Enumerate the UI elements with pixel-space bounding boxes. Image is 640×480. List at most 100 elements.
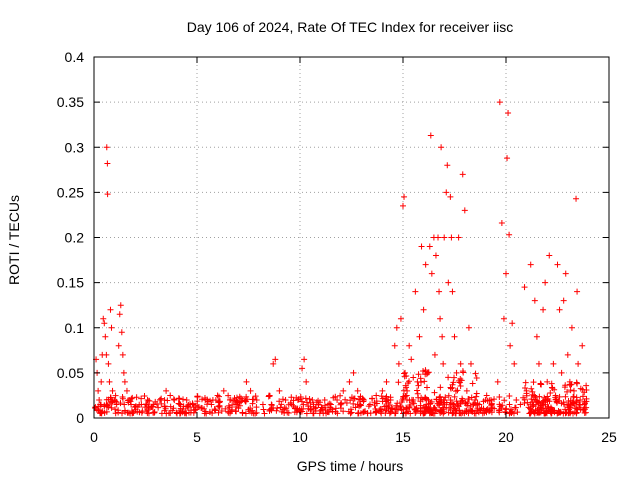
data-point: [459, 368, 466, 375]
data-point: [564, 388, 571, 395]
data-point: [558, 400, 565, 407]
data-point: [461, 207, 468, 214]
data-point: [528, 385, 535, 392]
data-point: [217, 398, 224, 405]
data-point: [579, 393, 586, 400]
data-point: [184, 404, 191, 411]
data-point: [332, 408, 339, 415]
data-point: [458, 377, 465, 384]
data-point: [373, 392, 380, 399]
data-point: [581, 401, 588, 408]
data-point: [442, 394, 449, 401]
data-point: [482, 396, 489, 403]
data-point: [555, 397, 562, 404]
data-point: [273, 407, 280, 414]
data-point: [321, 402, 328, 409]
data-point: [139, 408, 146, 415]
data-point: [427, 400, 434, 407]
data-point: [326, 408, 333, 415]
data-point: [562, 393, 569, 400]
data-point: [305, 403, 312, 410]
data-point: [383, 393, 390, 400]
data-point: [527, 405, 534, 412]
y-tick-label: 0.3: [65, 139, 85, 155]
data-points: [91, 99, 590, 417]
data-point: [302, 395, 309, 402]
data-point: [556, 409, 563, 416]
data-point: [526, 410, 533, 417]
data-point: [496, 394, 503, 401]
data-point: [445, 279, 452, 286]
data-point: [346, 378, 353, 385]
data-point: [546, 252, 553, 259]
data-point: [150, 401, 157, 408]
data-point: [360, 396, 367, 403]
data-point: [393, 324, 400, 331]
data-point: [180, 406, 187, 413]
data-point: [437, 315, 444, 322]
data-point: [427, 132, 434, 139]
data-point: [101, 320, 108, 327]
data-point: [479, 410, 486, 417]
data-point: [533, 333, 540, 340]
data-point: [473, 390, 480, 397]
data-point: [112, 392, 119, 399]
data-point: [431, 351, 438, 358]
data-point: [167, 392, 174, 399]
data-point: [514, 409, 521, 416]
data-point: [417, 405, 424, 412]
data-point: [115, 342, 122, 349]
data-point: [215, 403, 222, 410]
data-point: [412, 409, 419, 416]
data-point: [276, 387, 283, 394]
data-point: [250, 410, 257, 417]
data-point: [536, 400, 543, 407]
data-point: [527, 261, 534, 268]
data-point: [576, 404, 583, 411]
data-point: [379, 387, 386, 394]
data-point: [435, 234, 442, 241]
data-point: [383, 406, 390, 413]
data-point: [437, 384, 444, 391]
data-point: [175, 395, 182, 402]
data-point: [194, 393, 201, 400]
data-point: [183, 396, 190, 403]
data-point: [414, 378, 421, 385]
data-point: [472, 370, 479, 377]
data-point: [154, 400, 161, 407]
data-point: [564, 351, 571, 358]
data-point: [543, 409, 550, 416]
data-point: [453, 369, 460, 376]
data-point: [260, 406, 267, 413]
data-point: [310, 401, 317, 408]
y-tick-label: 0.25: [57, 184, 84, 200]
data-point: [567, 381, 574, 388]
data-point: [542, 279, 549, 286]
data-point: [496, 99, 503, 106]
data-point: [402, 409, 409, 416]
data-point: [158, 410, 165, 417]
data-point: [98, 409, 105, 416]
data-point: [530, 379, 537, 386]
data-point: [206, 408, 213, 415]
data-point: [303, 378, 310, 385]
data-point: [441, 234, 448, 241]
data-point: [582, 409, 589, 416]
data-point: [121, 378, 128, 385]
data-point: [300, 401, 307, 408]
data-point: [288, 401, 295, 408]
data-point: [521, 284, 528, 291]
data-point: [523, 387, 530, 394]
data-point: [487, 396, 494, 403]
data-point: [543, 410, 550, 417]
data-point: [307, 406, 314, 413]
data-point: [170, 405, 177, 412]
data-point: [560, 297, 567, 304]
data-point: [505, 109, 512, 116]
data-point: [112, 406, 119, 413]
data-point: [340, 408, 347, 415]
data-point: [378, 410, 385, 417]
data-point: [383, 378, 390, 385]
data-point: [138, 401, 145, 408]
data-point: [233, 394, 240, 401]
